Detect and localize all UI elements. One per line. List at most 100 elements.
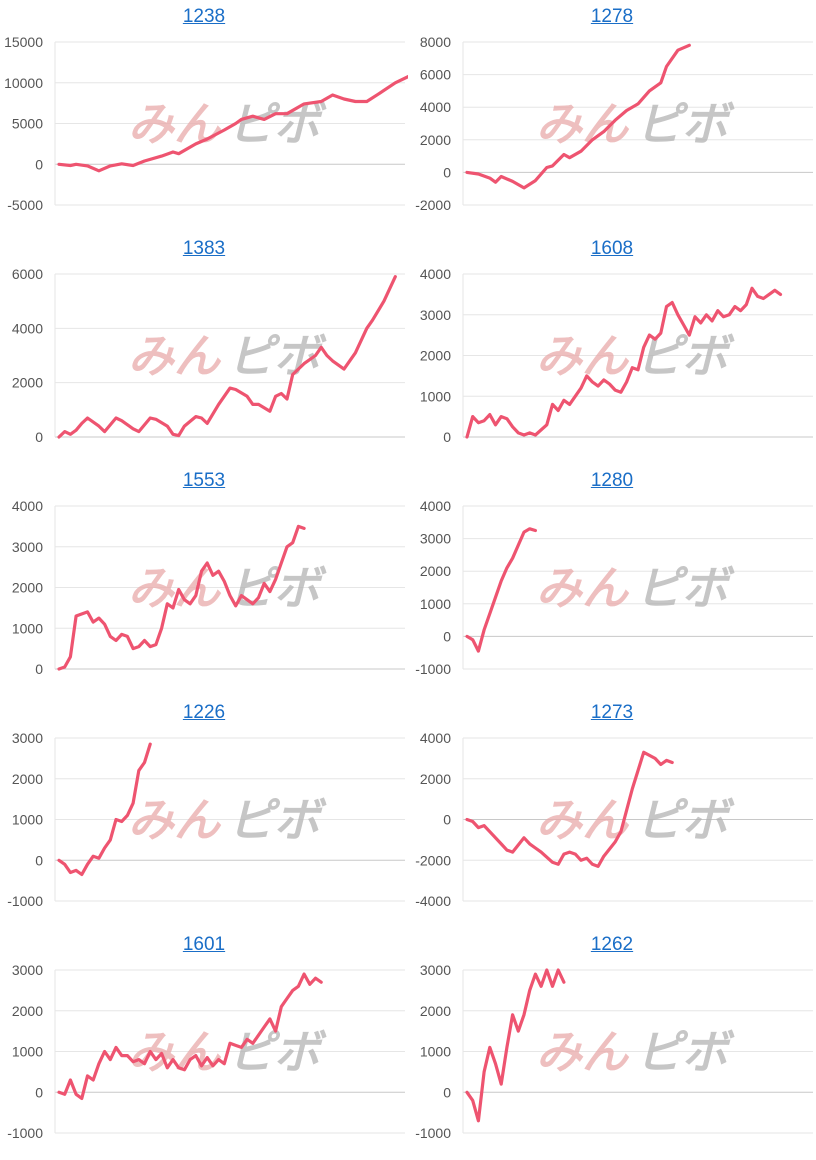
watermark-right-text: ピボ (636, 793, 735, 847)
y-tick-label: 3000 (420, 531, 451, 547)
chart-svg: 8000 6000 4000 2000 0 -2000 みん ピボ (415, 34, 813, 213)
watermark-right-text: ピボ (228, 329, 327, 383)
chart-panel: 3000 2000 1000 0 -1000 みん ピボ 1226 (0, 696, 408, 928)
y-tick-label: 0 (35, 1084, 43, 1100)
chart-svg: 6000 4000 2000 0 みん ピボ (12, 266, 405, 445)
y-tick-label: 4000 (420, 266, 451, 282)
chart-title-link[interactable]: 1608 (590, 238, 634, 259)
chart-panel: 4000 2000 0 -2000 -4000 みん ピボ 1273 (408, 696, 816, 928)
y-tick-label: -1000 (7, 893, 43, 909)
y-tick-label: 4000 (12, 320, 43, 336)
y-tick-label: 4000 (420, 498, 451, 514)
watermark-left-text: みん (536, 97, 630, 151)
chart-svg: 4000 2000 0 -2000 -4000 みん ピボ (415, 730, 813, 909)
watermark-left-text: みん (128, 1025, 222, 1079)
watermark-right-text: ピボ (228, 1025, 327, 1079)
y-tick-label: 1000 (12, 620, 43, 636)
chart-svg: 3000 2000 1000 0 -1000 みん ピボ (7, 730, 405, 909)
y-tick-label: 2000 (420, 771, 451, 787)
chart-svg: 15000 10000 5000 0 -5000 みん ピボ (4, 34, 408, 213)
chart-panel: 4000 3000 2000 1000 0 -1000 みん ピボ 1280 (408, 464, 816, 696)
series-line (465, 527, 537, 653)
y-tick-label: 4000 (420, 730, 451, 746)
y-tick-label: 4000 (12, 498, 43, 514)
y-tick-label: 0 (35, 156, 43, 172)
series-line (57, 742, 152, 877)
series-line (57, 74, 408, 173)
y-tick-label: 3000 (12, 539, 43, 555)
watermark-right-text: ピボ (636, 561, 735, 615)
y-tick-label: 0 (443, 628, 451, 644)
y-tick-label: 0 (443, 164, 451, 180)
y-tick-label: 3000 (420, 962, 451, 978)
series-line (57, 275, 397, 439)
watermark-right-text: ピボ (636, 97, 735, 151)
y-tick-label: 2000 (420, 1003, 451, 1019)
y-tick-label: -4000 (415, 893, 451, 909)
chart-title-link[interactable]: 1278 (590, 6, 634, 27)
chart-title-link[interactable]: 1553 (182, 470, 226, 491)
y-tick-label: 15000 (4, 34, 43, 50)
series-line (465, 43, 691, 190)
watermark-logo: みん ピボ (128, 329, 327, 383)
watermark-left-text: みん (128, 97, 222, 151)
y-tick-label: 3000 (12, 730, 43, 746)
watermark-logo: みん ピボ (128, 97, 327, 151)
chart-title-link[interactable]: 1383 (182, 238, 226, 259)
y-tick-label: 2000 (12, 375, 43, 391)
y-tick-label: 0 (443, 429, 451, 445)
y-tick-label: 1000 (12, 812, 43, 828)
y-tick-label: 6000 (12, 266, 43, 282)
series-line (57, 524, 306, 671)
y-tick-label: 2000 (420, 348, 451, 364)
watermark-logo: みん ピボ (128, 1025, 327, 1079)
chart-title-link[interactable]: 1262 (590, 934, 634, 955)
chart-panel: 4000 3000 2000 1000 0 みん ピボ 1553 (0, 464, 408, 696)
watermark-logo: みん ピボ (536, 329, 735, 383)
y-tick-label: 0 (443, 812, 451, 828)
chart-svg: 3000 2000 1000 0 -1000 みん ピボ (7, 962, 405, 1141)
watermark-right-text: ピボ (228, 97, 327, 151)
series-line (57, 972, 323, 1100)
y-tick-label: -2000 (415, 852, 451, 868)
y-tick-label: 2000 (12, 1003, 43, 1019)
chart-title-link[interactable]: 1238 (182, 6, 226, 27)
y-tick-label: 0 (35, 852, 43, 868)
watermark-left-text: みん (536, 561, 630, 615)
y-tick-label: 6000 (420, 67, 451, 83)
series-line (465, 286, 783, 439)
y-tick-label: 4000 (420, 99, 451, 115)
y-tick-label: -1000 (415, 1125, 451, 1141)
chart-svg: 3000 2000 1000 0 -1000 みん ピボ (415, 962, 813, 1141)
chart-title-link[interactable]: 1226 (182, 702, 226, 723)
y-tick-label: 1000 (420, 1044, 451, 1060)
series-line (465, 968, 566, 1123)
chart-panel: 4000 3000 2000 1000 0 みん ピボ 1608 (408, 232, 816, 464)
y-tick-label: 1000 (12, 1044, 43, 1060)
chart-panel: 8000 6000 4000 2000 0 -2000 みん ピボ 1278 (408, 0, 816, 232)
y-tick-label: 0 (443, 1084, 451, 1100)
series-line (465, 750, 674, 868)
y-tick-label: -5000 (7, 197, 43, 213)
y-tick-label: -2000 (415, 197, 451, 213)
y-tick-label: -1000 (415, 661, 451, 677)
watermark-left-text: みん (536, 793, 630, 847)
chart-title-link[interactable]: 1601 (182, 934, 226, 955)
chart-panel: 3000 2000 1000 0 -1000 みん ピボ 1262 (408, 928, 816, 1160)
watermark-right-text: ピボ (636, 1025, 735, 1079)
y-tick-label: 2000 (420, 132, 451, 148)
watermark-left-text: みん (128, 329, 222, 383)
y-tick-label: 0 (35, 429, 43, 445)
chart-title-link[interactable]: 1280 (590, 470, 634, 491)
chart-panel: 15000 10000 5000 0 -5000 みん ピボ 1238 (0, 0, 408, 232)
chart-title-link[interactable]: 1273 (590, 702, 634, 723)
watermark-left-text: みん (536, 329, 630, 383)
y-tick-label: 8000 (420, 34, 451, 50)
y-tick-label: 3000 (12, 962, 43, 978)
chart-panel: 3000 2000 1000 0 -1000 みん ピボ 1601 (0, 928, 408, 1160)
y-tick-label: 0 (35, 661, 43, 677)
watermark-logo: みん ピボ (536, 97, 735, 151)
y-tick-label: -1000 (7, 1125, 43, 1141)
watermark-logo: みん ピボ (128, 793, 327, 847)
